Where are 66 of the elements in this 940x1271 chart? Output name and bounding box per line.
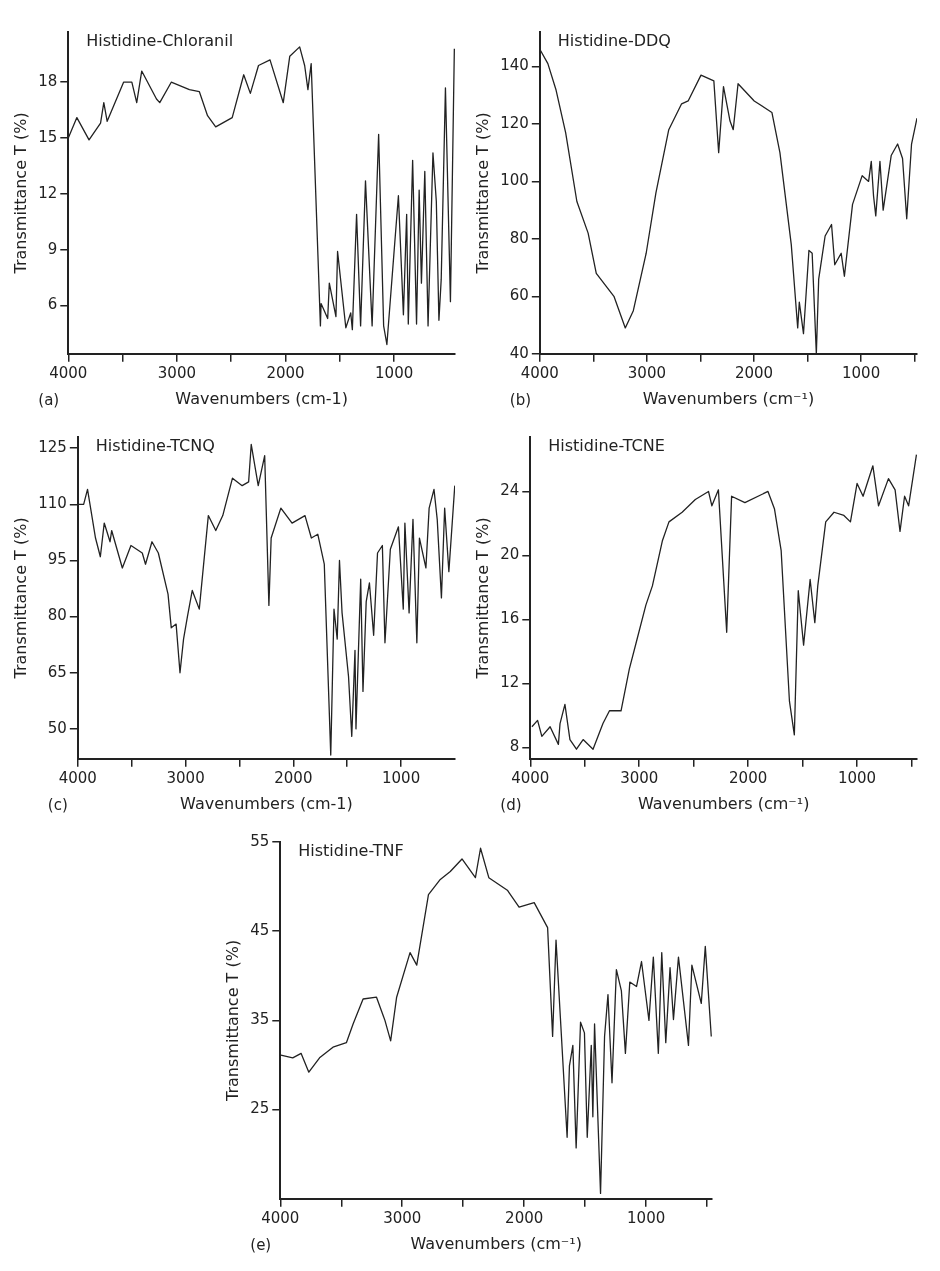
x-tick-label: 4000: [520, 363, 559, 382]
y-axis-title: Transmittance T (%): [222, 939, 242, 1102]
x-tick-label: 4000: [49, 363, 88, 382]
text: (c): [47, 796, 68, 815]
y-tick-label: 80: [509, 228, 529, 247]
x-tick-label: 4000: [511, 768, 550, 787]
y-tick-label: 60: [509, 286, 529, 305]
x-tick-label: 1000: [627, 1208, 666, 1227]
y-tick-label: 15: [38, 127, 58, 146]
chart-title: Histidine-DDQ: [557, 31, 671, 51]
chart-title: Histidine-TCNQ: [95, 436, 215, 456]
y-tick-label: 140: [500, 56, 529, 75]
x-axis-title: Wavenumbers (cm-1): [175, 388, 348, 408]
text: (b): [509, 391, 532, 410]
x-tick-label: 1000: [837, 768, 877, 787]
y-axis-title: Transmittance T (%): [472, 112, 492, 275]
y-tick-label: 110: [38, 494, 67, 513]
text: (e): [250, 1236, 272, 1255]
y-tick-label: 65: [47, 662, 67, 681]
x-tick-label: 1000: [842, 363, 881, 382]
x-tick-label: 1000: [382, 768, 421, 787]
x-tick-label: 3000: [166, 768, 205, 787]
y-tick-label: 18: [38, 72, 58, 91]
y-tick-label: 16: [500, 609, 520, 628]
x-tick-label: 2000: [505, 1208, 544, 1227]
y-tick-label: 95: [47, 550, 67, 569]
x-tick-label: 3000: [157, 363, 197, 382]
y-tick-label: 12: [38, 183, 58, 202]
y-tick-label: 55: [250, 831, 270, 850]
y-tick-label: 6: [47, 295, 58, 314]
chart-title: Histidine-Chloranil: [86, 31, 234, 51]
x-tick-label: 2000: [729, 768, 768, 787]
y-axis-title: Transmittance T (%): [10, 517, 30, 680]
y-tick-label: 120: [500, 113, 529, 132]
y-tick-label: 12: [500, 673, 520, 692]
y-tick-label: 24: [500, 481, 520, 500]
y-tick-label: 25: [250, 1099, 270, 1118]
x-tick-label: 2000: [266, 363, 305, 382]
x-tick-label: 3000: [620, 768, 659, 787]
text: (d): [500, 796, 522, 815]
y-tick-label: 20: [500, 545, 520, 564]
x-axis-title: Wavenumbers (cm⁻¹): [642, 388, 815, 408]
x-axis-title: Wavenumbers (cm⁻¹): [637, 793, 810, 813]
x-axis-title: Wavenumbers (cm⁻¹): [410, 1233, 582, 1253]
y-axis-title: Transmittance T (%): [10, 112, 30, 275]
x-axis-title: Wavenumbers (cm-1): [180, 793, 353, 813]
y-tick-label: 40: [509, 343, 529, 362]
y-tick-label: 100: [500, 171, 529, 190]
chart-title: Histidine-TNF: [298, 841, 404, 861]
chart-title: Histidine-TCNE: [548, 436, 665, 456]
x-tick-label: 1000: [375, 363, 414, 382]
y-tick-label: 80: [47, 606, 67, 625]
y-tick-label: 9: [47, 239, 58, 258]
x-tick-label: 4000: [58, 768, 97, 787]
y-tick-label: 35: [250, 1010, 270, 1029]
y-axis-title: Transmittance T (%): [472, 517, 492, 680]
y-tick-label: 45: [250, 921, 270, 940]
x-tick-label: 3000: [627, 363, 667, 382]
x-tick-label: 2000: [274, 768, 313, 787]
x-tick-label: 2000: [734, 363, 774, 382]
y-tick-label: 50: [47, 718, 67, 737]
x-tick-label: 3000: [383, 1208, 422, 1227]
y-tick-label: 8: [509, 737, 520, 756]
y-tick-label: 125: [38, 438, 67, 457]
x-tick-label: 4000: [261, 1208, 300, 1227]
text: (a): [38, 391, 60, 410]
